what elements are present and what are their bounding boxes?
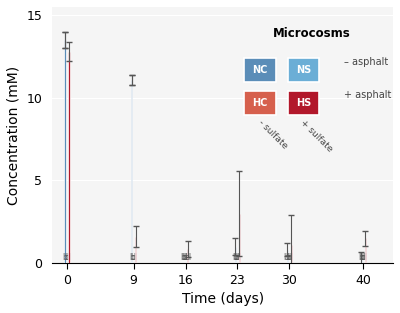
Text: HS: HS bbox=[296, 98, 311, 108]
Text: + sulfate: + sulfate bbox=[298, 118, 334, 154]
Text: bl: bl bbox=[286, 253, 294, 262]
Bar bbox=[365, 238, 366, 263]
Text: bl: bl bbox=[358, 253, 365, 262]
Text: bl: bl bbox=[284, 253, 291, 262]
Text: bl: bl bbox=[232, 253, 239, 262]
Bar bbox=[287, 250, 288, 263]
Text: bl: bl bbox=[130, 253, 136, 262]
Text: bl: bl bbox=[360, 253, 368, 262]
Bar bbox=[68, 52, 70, 263]
Text: NS: NS bbox=[296, 65, 311, 75]
Text: NC: NC bbox=[252, 65, 268, 75]
Bar bbox=[135, 237, 136, 263]
X-axis label: Time (days): Time (days) bbox=[182, 292, 264, 306]
FancyBboxPatch shape bbox=[288, 58, 319, 82]
Text: bl: bl bbox=[233, 253, 240, 262]
Bar bbox=[235, 247, 236, 263]
Text: bl: bl bbox=[131, 253, 138, 262]
Text: - sulfate: - sulfate bbox=[257, 118, 290, 151]
Text: Microcosms: Microcosms bbox=[273, 28, 351, 40]
Bar bbox=[239, 213, 240, 263]
Bar bbox=[64, 40, 66, 263]
Bar bbox=[131, 80, 132, 263]
Text: bl: bl bbox=[183, 253, 190, 262]
FancyBboxPatch shape bbox=[288, 91, 319, 115]
Bar bbox=[361, 258, 362, 263]
Text: bl: bl bbox=[359, 253, 366, 262]
Text: bl: bl bbox=[180, 253, 187, 262]
Bar bbox=[187, 249, 188, 263]
Bar bbox=[291, 245, 292, 263]
Text: bl: bl bbox=[181, 253, 188, 262]
Y-axis label: Concentration (mM): Concentration (mM) bbox=[7, 65, 21, 205]
Text: bl: bl bbox=[184, 253, 191, 262]
FancyBboxPatch shape bbox=[244, 91, 276, 115]
Text: HC: HC bbox=[252, 98, 268, 108]
Text: + asphalt: + asphalt bbox=[344, 90, 391, 100]
FancyBboxPatch shape bbox=[244, 58, 276, 82]
Text: bl: bl bbox=[63, 253, 70, 262]
Text: bl: bl bbox=[234, 253, 242, 262]
Text: bl: bl bbox=[64, 253, 71, 262]
Text: bl: bl bbox=[285, 253, 292, 262]
Text: – asphalt: – asphalt bbox=[344, 58, 388, 67]
